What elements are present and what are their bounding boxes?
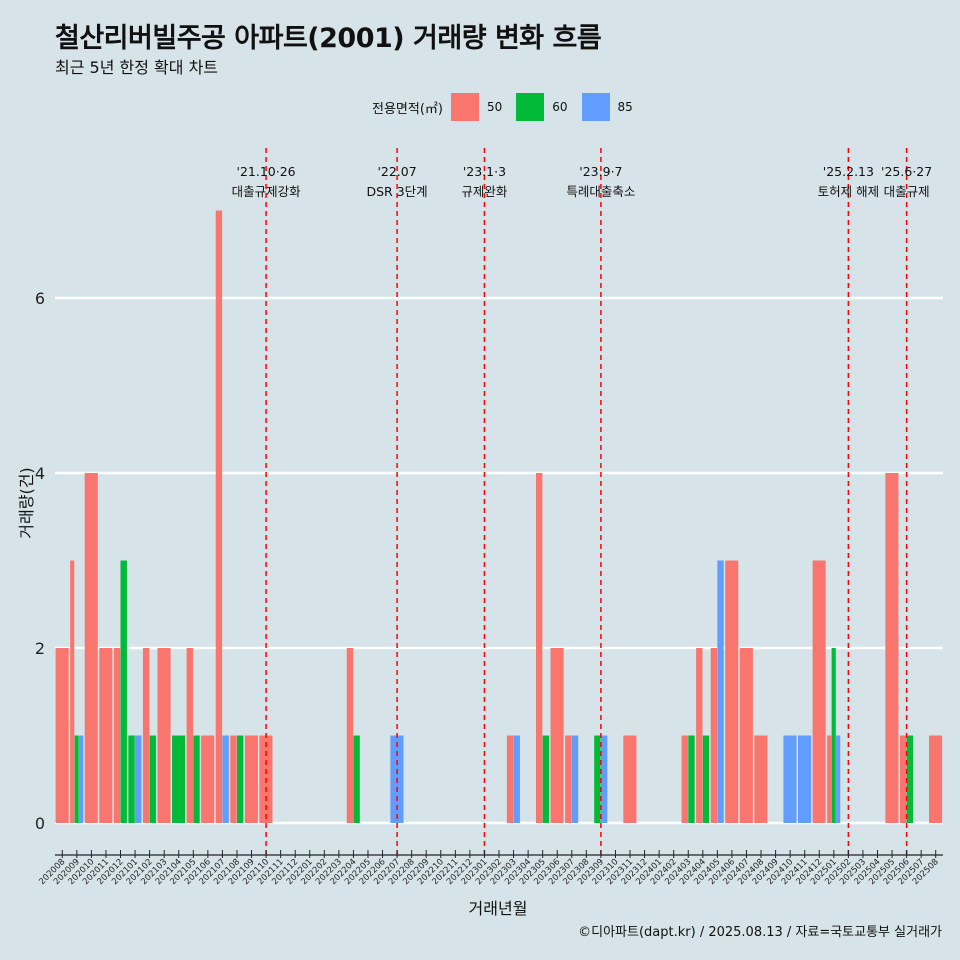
event-date-3: '23.9·7 <box>579 164 622 179</box>
bar-202102-60 <box>149 735 157 823</box>
bar-202508-50 <box>929 735 943 823</box>
bar-202411-85 <box>798 735 812 823</box>
event-lines: '21.10·26 대출규제강화 '22.07 DSR 3단계 '23.1·3 규제완화 '… <box>232 148 932 855</box>
bar-202102-50 <box>142 648 150 823</box>
y-tick-label-4: 4 <box>35 464 45 483</box>
chart-subtitle: 최근 5년 한정 확대 차트 <box>55 58 219 77</box>
bar-202108-60 <box>236 735 244 823</box>
bar-202103-50 <box>157 648 171 823</box>
bar-202104-60 <box>172 735 186 823</box>
bar-202009-85 <box>79 735 84 823</box>
legend-swatch-60 <box>516 93 545 121</box>
bar-202305-60 <box>542 735 550 823</box>
bar-202010-50 <box>84 473 98 823</box>
bar-202204-50 <box>346 648 354 823</box>
legend-item-60: 60 <box>516 93 568 121</box>
x-axis: 2020082020092020102020112020122021012021… <box>37 850 943 887</box>
bar-202012-50 <box>113 648 121 823</box>
bar-202404-50 <box>696 648 703 823</box>
legend-item-85: 85 <box>581 93 633 121</box>
bar-202107-85 <box>222 735 229 823</box>
caption: ©디아파트(dapt.kr) / 2025.08.13 / 자료=국토교통부 실… <box>578 925 942 940</box>
bar-202501-85 <box>836 735 841 823</box>
legend-swatch-50 <box>450 93 479 121</box>
bar-202305-50 <box>535 473 543 823</box>
bar-202311-50 <box>623 735 637 823</box>
bar-202506-60 <box>906 735 914 823</box>
bar-202105-50 <box>186 648 193 823</box>
legend-label-50: 50 <box>486 100 503 114</box>
bar-202109-50 <box>244 735 258 823</box>
x-axis-label: 거래년월 <box>469 899 528 918</box>
bar-202009-60 <box>74 735 79 823</box>
bars <box>55 210 943 823</box>
bar-202501-50 <box>827 735 832 823</box>
event-date-5: '25.6·27 <box>881 164 932 179</box>
bar-202407-50 <box>739 648 753 823</box>
bar-202405-85 <box>717 560 724 823</box>
y-tick-label-2: 2 <box>35 639 45 658</box>
bar-202405-50 <box>710 648 718 823</box>
bar-202009-50 <box>70 560 75 823</box>
event-date-2: '23.1·3 <box>463 164 506 179</box>
y-axis-label: 거래량(건) <box>17 467 36 538</box>
bar-202412-50 <box>812 560 826 823</box>
bar-202403-60 <box>688 735 695 823</box>
y-tick-label-6: 6 <box>35 289 45 308</box>
event-label-3: 특례대출축소 <box>566 184 635 199</box>
legend-swatch-85 <box>581 93 610 121</box>
bar-202309-85 <box>600 735 608 823</box>
event-label-1: DSR 3단계 <box>367 184 428 199</box>
bar-202101-60 <box>128 735 135 823</box>
bar-202307-50 <box>565 735 572 823</box>
bar-202106-50 <box>201 735 215 823</box>
bar-202505-50 <box>885 473 899 823</box>
legend-label-60: 60 <box>552 100 568 114</box>
legend: 전용면적(㎡) 50 60 85 <box>372 93 647 121</box>
bar-202406-50 <box>725 560 739 823</box>
bar-202309-60 <box>594 735 601 823</box>
legend-item-50: 50 <box>450 93 503 121</box>
bar-202303-85 <box>513 735 520 823</box>
bar-202105-60 <box>193 735 200 823</box>
bar-202501-60 <box>831 648 836 823</box>
bar-202307-85 <box>571 735 579 823</box>
event-date-1: '22.07 <box>377 164 416 179</box>
event-date-4: '25.2.13 <box>823 164 874 179</box>
bar-202008-50 <box>55 648 69 823</box>
event-label-4: 토허제 해제 <box>818 184 879 199</box>
bar-202108-50 <box>230 735 237 823</box>
chart-title: 철산리버빌주공 아파트(2001) 거래량 변화 흐름 <box>55 23 602 54</box>
bar-202306-50 <box>550 648 564 823</box>
bar-202410-85 <box>783 735 797 823</box>
y-axis: 0 2 4 6 <box>35 289 45 833</box>
event-date-0: '21.10·26 <box>237 164 296 179</box>
bar-202403-50 <box>681 735 688 823</box>
bar-202303-50 <box>506 735 514 823</box>
event-label-2: 규제완화 <box>461 184 508 199</box>
bar-202204-60 <box>353 735 360 823</box>
y-tick-label-0: 0 <box>35 814 45 833</box>
legend-title: 전용면적(㎡) <box>372 101 443 117</box>
bar-202404-60 <box>702 735 710 823</box>
bar-202012-60 <box>120 560 127 823</box>
event-label-5: 대출규제 <box>884 184 930 199</box>
bar-202408-50 <box>754 735 768 823</box>
bar-202011-50 <box>99 648 113 823</box>
bar-202107-50 <box>215 210 223 823</box>
bar-202506-50 <box>899 735 907 823</box>
legend-label-85: 85 <box>617 100 633 114</box>
event-label-0: 대출규제강화 <box>232 184 302 199</box>
bar-202101-85 <box>135 735 142 823</box>
